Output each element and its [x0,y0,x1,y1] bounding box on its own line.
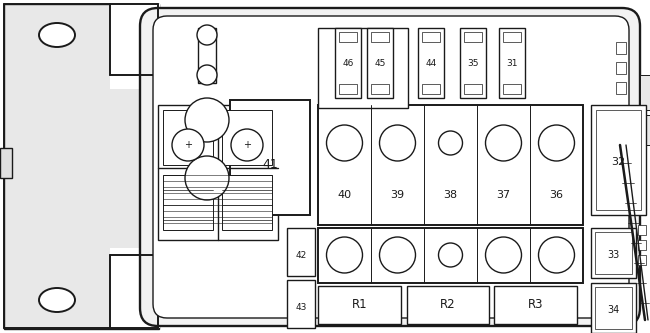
Bar [422,32,440,42]
FancyBboxPatch shape [153,16,629,318]
Text: 36: 36 [549,190,564,200]
Bar [339,32,357,42]
Bar [640,75,650,110]
Text: 35: 35 [467,59,479,68]
Text: 32: 32 [611,157,625,167]
Bar [163,110,213,165]
Text: 39: 39 [391,190,404,200]
Bar [335,28,361,98]
Text: 38: 38 [443,190,458,200]
Text: 37: 37 [497,190,510,200]
Text: R3: R3 [528,298,543,311]
Bar [318,28,408,108]
Text: +: + [184,140,192,150]
Bar [422,84,440,94]
Text: R2: R2 [440,298,456,311]
Bar [616,62,626,74]
Bar [638,255,646,265]
Bar [318,228,583,283]
Bar [464,84,482,94]
Bar [318,105,583,225]
Circle shape [439,243,463,267]
FancyBboxPatch shape [140,8,640,326]
Bar [499,28,525,98]
Text: 34: 34 [607,305,619,315]
Text: 43: 43 [295,302,307,311]
Bar [591,105,646,215]
Bar [4,4,159,329]
Bar [595,287,632,329]
Bar [495,286,577,324]
Bar [464,32,482,42]
Bar [616,82,626,94]
Bar [371,32,389,42]
Bar [287,280,315,328]
Bar [503,32,521,42]
Text: 40: 40 [337,190,352,200]
Bar [591,228,636,278]
Bar [460,28,486,98]
Bar [638,240,646,250]
Circle shape [172,129,204,161]
Circle shape [439,131,463,155]
Circle shape [486,125,521,161]
Bar [0,148,12,178]
Circle shape [380,125,415,161]
Bar [640,115,650,145]
Circle shape [185,156,229,200]
Bar [339,84,357,94]
Bar [503,84,521,94]
Circle shape [326,237,363,273]
Bar [158,105,278,240]
Text: +: + [243,140,251,150]
Bar [287,228,315,276]
Text: 44: 44 [425,59,437,68]
Circle shape [486,237,521,273]
Circle shape [197,65,217,85]
Circle shape [185,98,229,142]
Bar [222,110,272,165]
Bar [318,286,401,324]
Text: 42: 42 [295,250,307,259]
Bar [110,4,160,89]
Text: 31: 31 [506,59,518,68]
Bar [406,286,489,324]
Bar [595,232,632,274]
Text: 45: 45 [374,59,385,68]
Bar [163,175,213,230]
Bar [418,28,444,98]
Circle shape [197,25,217,45]
Text: 46: 46 [343,59,354,68]
Ellipse shape [39,23,75,47]
Bar [591,283,636,333]
Bar [596,110,641,210]
Bar [230,100,310,215]
Text: 41: 41 [262,159,278,171]
Bar [367,28,393,98]
Bar [198,28,216,83]
Circle shape [538,125,575,161]
Circle shape [380,237,415,273]
Text: R1: R1 [352,298,367,311]
Bar [616,42,626,54]
Bar [110,248,160,328]
Ellipse shape [39,288,75,312]
Text: 33: 33 [607,250,619,260]
Bar [638,225,646,235]
Circle shape [538,237,575,273]
Bar [371,84,389,94]
Bar [222,175,272,230]
Circle shape [326,125,363,161]
Circle shape [231,129,263,161]
